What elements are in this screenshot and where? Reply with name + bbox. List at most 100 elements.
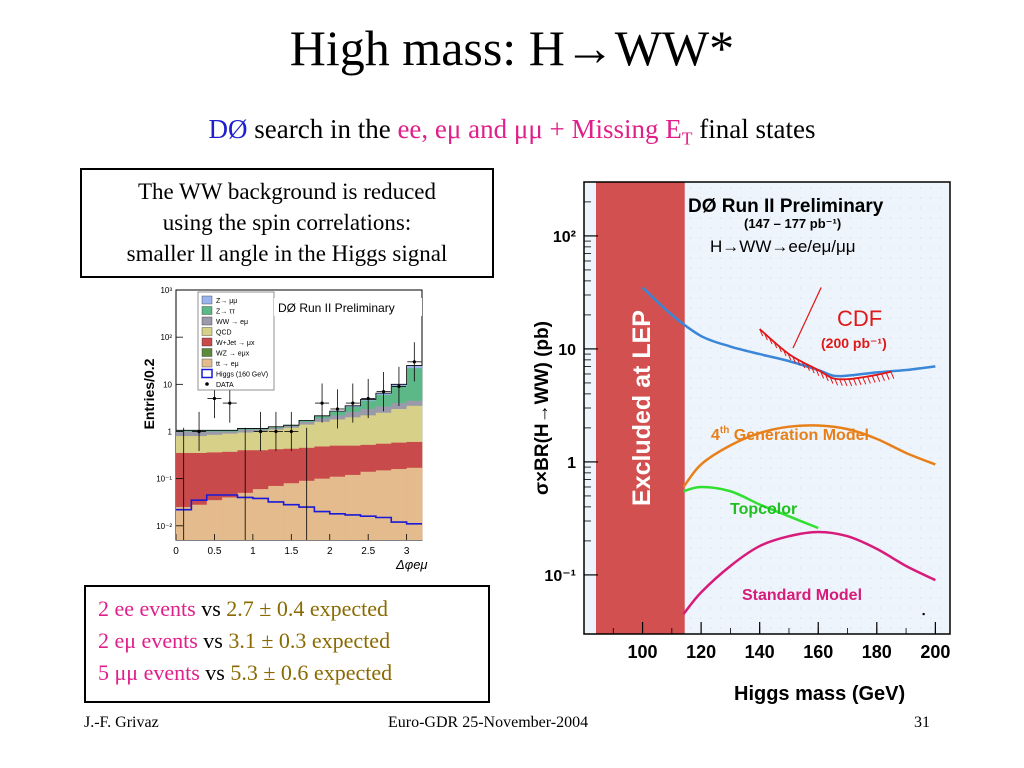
legend: Z→ μμ Z→ ττ WW → eμ QCD W+Jet → μx WZ → eμx tt… <box>201 295 268 389</box>
y-tick-label: 10² <box>553 229 576 246</box>
limit-plot-title: DØ Run II Preliminary <box>688 196 884 217</box>
legend-item: Z→ μμ <box>201 295 237 305</box>
cdf-hatch-mark <box>866 376 871 384</box>
data-point <box>345 383 360 423</box>
cdf-hatch-mark <box>782 348 787 357</box>
note-line: using the spin correlations: <box>162 210 412 235</box>
histogram-bar-tt <box>252 489 269 540</box>
histogram-bar-tt <box>206 500 223 540</box>
legend-label: Higgs (160 GeV) <box>216 372 268 379</box>
y-axis-label: σ×BR(H→WW) (pb) <box>532 321 553 495</box>
final-states-label: ee, eμ and μμ + Missing ET <box>397 114 693 149</box>
x-tick-label: 0 <box>173 546 179 557</box>
x-tick-label: 0.5 <box>207 546 221 557</box>
cdf-hatch-mark <box>862 377 867 385</box>
series-line-d-limit <box>641 286 936 378</box>
cdf-hatch-mark <box>838 378 843 386</box>
cdf-hatch-mark <box>852 378 857 386</box>
series-line-standard-model <box>682 530 936 615</box>
legend-label: WZ → eμx <box>216 351 250 358</box>
marker-dot <box>922 612 925 616</box>
x-tick-label: 180 <box>862 642 892 662</box>
y-tick-label: 1 <box>168 427 173 436</box>
cdf-hatch-mark <box>768 336 773 345</box>
cdf-hatch-mark <box>834 378 839 386</box>
y-axis-label: Entries/0.2 <box>141 358 157 429</box>
cdf-pointer <box>792 287 822 349</box>
x-tick-label: 200 <box>920 642 950 662</box>
spin-correlation-note: The WW background is reduced using the s… <box>80 168 494 278</box>
footer-author: J.-F. Grivaz <box>84 714 159 731</box>
cdf-hatch-mark <box>890 371 895 379</box>
x-tick-label: 140 <box>745 642 775 662</box>
legend-label: W+Jet → μx <box>216 340 255 347</box>
higgs-signal-outline <box>176 494 422 525</box>
cdf-hatch-mark <box>843 378 848 387</box>
axis-ticks: 0 0.5 1 1.5 2 2.5 3 10⁻² 10⁻¹ 1 10 10² 10³ <box>156 286 410 557</box>
histogram-bar-tt <box>283 483 300 540</box>
event-count-box: 2 ee events vs 2.7 ± 0.4 expected 2 eμ e… <box>84 585 490 703</box>
histogram-bar-tt <box>391 469 407 540</box>
legend-item: QCD <box>201 327 232 337</box>
series-line-topcolor <box>683 485 819 530</box>
legend-item: DATA <box>205 382 234 389</box>
cdf-hatch-mark <box>763 332 768 341</box>
histogram-bar-tt <box>406 467 423 540</box>
data-point <box>268 411 283 452</box>
event-line: 5 μμ events vs 5.3 ± 0.6 expected <box>98 660 393 685</box>
legend-label: WW → eμ <box>216 319 248 326</box>
x-tick-label: 1.5 <box>284 546 298 557</box>
x-tick-label: 120 <box>686 642 716 662</box>
cdf-hatch-mark <box>885 372 890 380</box>
legend-label: Z→ μμ <box>216 298 237 305</box>
data-point <box>330 389 345 429</box>
note-line: smaller ll angle in the Higgs signal <box>126 241 448 266</box>
x-axis-label: Higgs mass (GeV) <box>734 683 905 705</box>
data-point <box>253 411 268 452</box>
limit-curves <box>641 286 936 616</box>
lep-excluded-band <box>596 182 685 634</box>
legend-item: WW → eμ <box>201 316 248 326</box>
legend-item: W+Jet → μx <box>201 337 255 347</box>
y-tick-label: 10⁻¹ <box>156 475 172 484</box>
footer-event: Euro-GDR 25-November-2004 <box>388 714 589 731</box>
cdf-hatch-mark <box>810 366 815 374</box>
y-tick-label: 10⁻¹ <box>544 568 576 585</box>
data-point <box>376 372 391 412</box>
x-tick-label: 100 <box>628 642 658 662</box>
y-tick-label: 10 <box>163 380 172 389</box>
higgs-line <box>176 494 422 525</box>
slide-subtitle: DØ search in the ee, eμ and μμ + Missing… <box>208 114 816 149</box>
cdf-hatch-mark <box>857 377 862 386</box>
legend-item: tt → eμ <box>201 358 239 368</box>
fourth-gen-label: 4th Generation Model <box>711 425 869 444</box>
legend-item: Z→ ττ <box>201 306 235 316</box>
y-tick-label: 10⁻² <box>156 522 172 531</box>
legend-label: QCD <box>216 330 232 337</box>
note-line: The WW background is reduced <box>137 179 437 204</box>
delta-phi-histogram: 0 0.5 1 1.5 2 2.5 3 10⁻² 10⁻¹ 1 10 10² 10³ Z→ μμ Z→ τ… <box>140 284 440 576</box>
cdf-hatch-mark <box>848 378 853 387</box>
cdf-hatch-mark <box>787 352 792 361</box>
x-tick-label: 160 <box>803 642 833 662</box>
series-line-4th-generation-model <box>682 424 936 488</box>
x-axis-label: Δφeμ <box>395 557 428 572</box>
cdf-hatch-mark <box>871 375 876 383</box>
cdf-hatch-mark <box>796 358 801 366</box>
slide-title: High mass: H→WW* <box>289 20 735 76</box>
legend-item: Higgs (160 GeV) <box>201 368 268 379</box>
histogram-bar-tt <box>360 471 377 540</box>
background-dots <box>690 187 942 629</box>
histogram-bar-tt <box>314 478 331 540</box>
axis-ticks: 100 120 140 160 180 200 10⁻¹ 1 10 10² <box>544 181 950 662</box>
data-point <box>284 411 299 452</box>
histogram-bar-tt <box>329 476 346 540</box>
lep-excluded-label: Excluded at LEP <box>628 310 656 506</box>
histogram-bar-tt <box>222 497 238 540</box>
event-line: 2 ee events vs 2.7 ± 0.4 expected <box>98 596 389 621</box>
data-point <box>391 366 406 407</box>
data-point <box>315 383 330 423</box>
channel-label: H→WW→ee/eμ/μμ <box>710 237 856 256</box>
cdf-hatch-mark <box>759 328 764 337</box>
cdf-hatch-mark <box>773 340 778 349</box>
